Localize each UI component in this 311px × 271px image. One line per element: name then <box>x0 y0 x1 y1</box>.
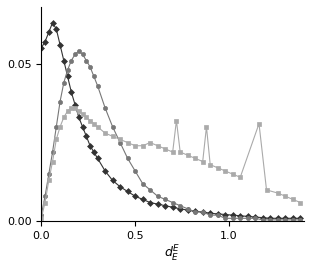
X-axis label: $d_E^E$: $d_E^E$ <box>165 244 181 264</box>
